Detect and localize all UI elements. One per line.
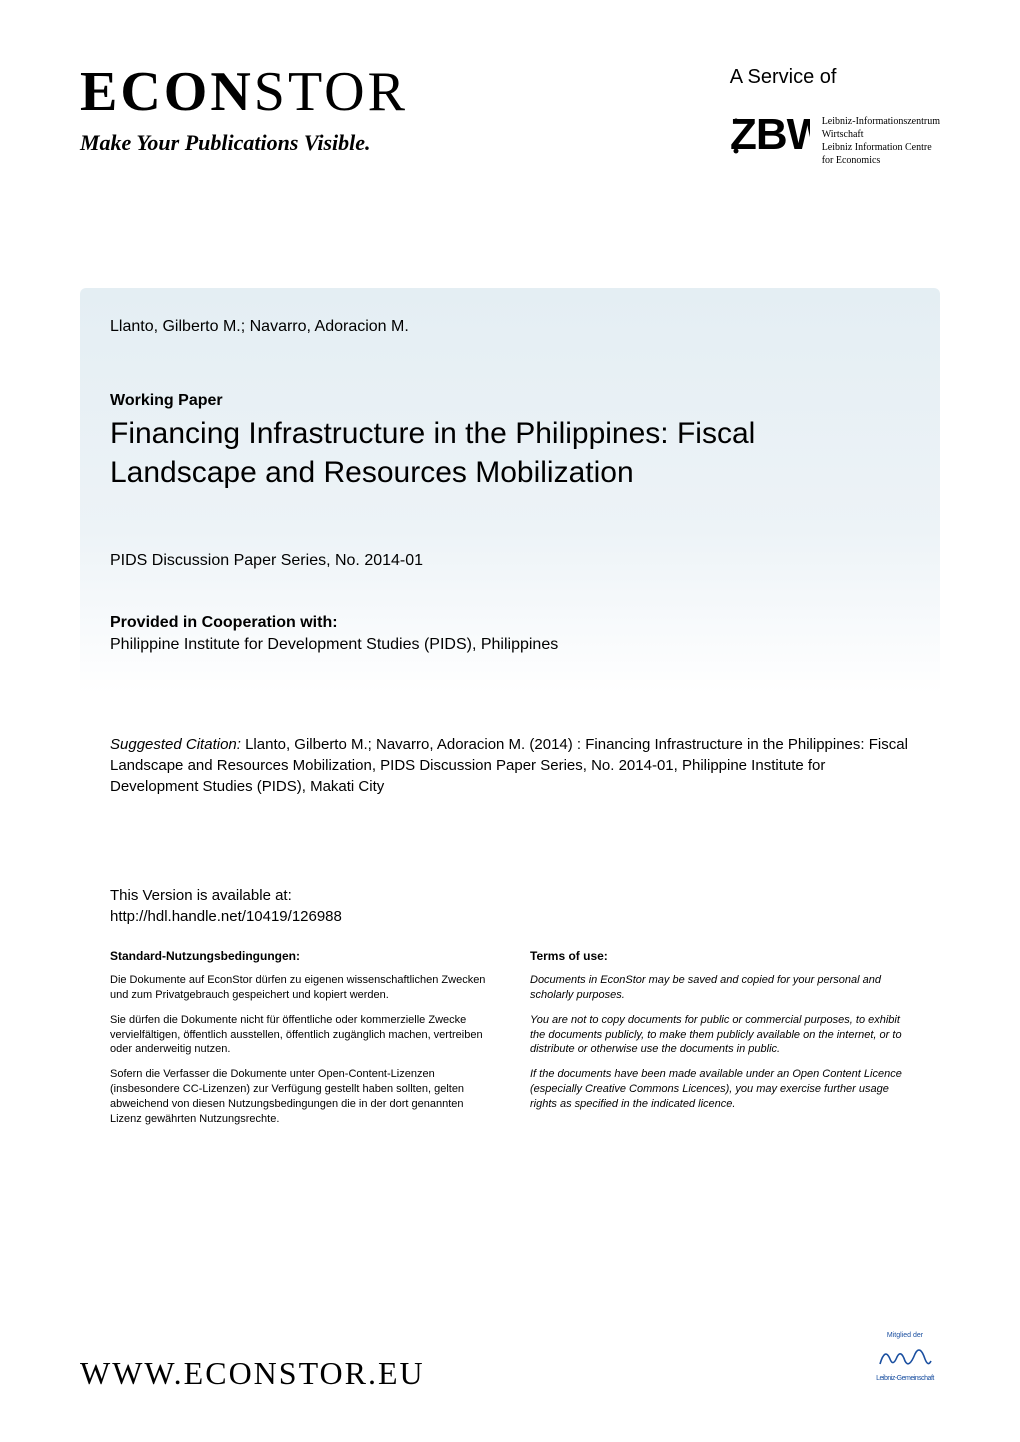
- header: ECONSTOR Make Your Publications Visible.…: [80, 60, 940, 168]
- coop-label: Provided in Cooperation with:: [110, 614, 910, 632]
- zbw-line3: Leibniz Information Centre: [822, 141, 940, 154]
- coop-org: Philippine Institute for Development Stu…: [110, 636, 910, 654]
- version-label: This Version is available at:: [110, 887, 910, 904]
- zbw-icon: ZBW: [730, 113, 810, 157]
- leibniz-signature-icon: [875, 1339, 935, 1375]
- zbw-text: Leibniz-Informationszentrum Wirtschaft L…: [822, 115, 940, 167]
- terms-row: Standard-Nutzungsbedingungen: Die Dokume…: [80, 949, 940, 1137]
- terms-en-heading: Terms of use:: [530, 949, 910, 963]
- zbw-row: ZBW Leibniz-Informationszentrum Wirtscha…: [730, 113, 940, 168]
- terms-en: Terms of use: Documents in EconStor may …: [530, 949, 910, 1137]
- terms-en-p1: Documents in EconStor may be saved and c…: [530, 973, 910, 1003]
- doc-type: Working Paper: [110, 392, 910, 410]
- econstor-logo: ECONSTOR: [80, 60, 408, 124]
- service-block: A Service of ZBW Leibniz-Informationszen…: [730, 60, 940, 168]
- citation: Suggested Citation: Llanto, Gilberto M.;…: [80, 734, 940, 797]
- zbw-line2: Wirtschaft: [822, 128, 940, 141]
- terms-de-p2: Sie dürfen die Dokumente nicht für öffen…: [110, 1013, 490, 1058]
- tagline: Make Your Publications Visible.: [80, 130, 408, 156]
- leibniz-top: Mitglied der: [887, 1332, 923, 1339]
- leibniz-org: Leibniz-Gemeinschaft: [876, 1375, 934, 1382]
- terms-de-heading: Standard-Nutzungsbedingungen:: [110, 949, 490, 963]
- version-block: This Version is available at: http://hdl…: [80, 887, 940, 925]
- terms-en-p2: You are not to copy documents for public…: [530, 1013, 910, 1058]
- service-of-label: A Service of: [730, 66, 940, 89]
- svg-text:ZBW: ZBW: [730, 113, 810, 157]
- page-root: ECONSTOR Make Your Publications Visible.…: [0, 0, 1020, 1442]
- terms-en-p3: If the documents have been made availabl…: [530, 1067, 910, 1112]
- econstor-logo-block: ECONSTOR Make Your Publications Visible.: [80, 60, 408, 156]
- terms-de-p3: Sofern die Verfasser die Dokumente unter…: [110, 1067, 490, 1126]
- leibniz-badge: Mitglied der Leibniz-Gemeinschaft: [870, 1322, 940, 1392]
- authors: Llanto, Gilberto M.; Navarro, Adoracion …: [110, 318, 910, 336]
- zbw-line4: for Economics: [822, 154, 940, 167]
- series: PIDS Discussion Paper Series, No. 2014-0…: [110, 552, 910, 570]
- terms-de-p1: Die Dokumente auf EconStor dürfen zu eig…: [110, 973, 490, 1003]
- title: Financing Infrastructure in the Philippi…: [110, 414, 910, 492]
- citation-label: Suggested Citation:: [110, 736, 245, 753]
- footer: WWW.ECONSTOR.EU Mitglied der Leibniz-Gem…: [80, 1322, 940, 1392]
- terms-de: Standard-Nutzungsbedingungen: Die Dokume…: [110, 949, 490, 1137]
- version-url[interactable]: http://hdl.handle.net/10419/126988: [110, 908, 910, 925]
- zbw-logo: ZBW: [730, 113, 810, 168]
- zbw-line1: Leibniz-Informationszentrum: [822, 115, 940, 128]
- footer-url[interactable]: WWW.ECONSTOR.EU: [80, 1355, 425, 1392]
- metadata-block: Llanto, Gilberto M.; Navarro, Adoracion …: [80, 288, 940, 694]
